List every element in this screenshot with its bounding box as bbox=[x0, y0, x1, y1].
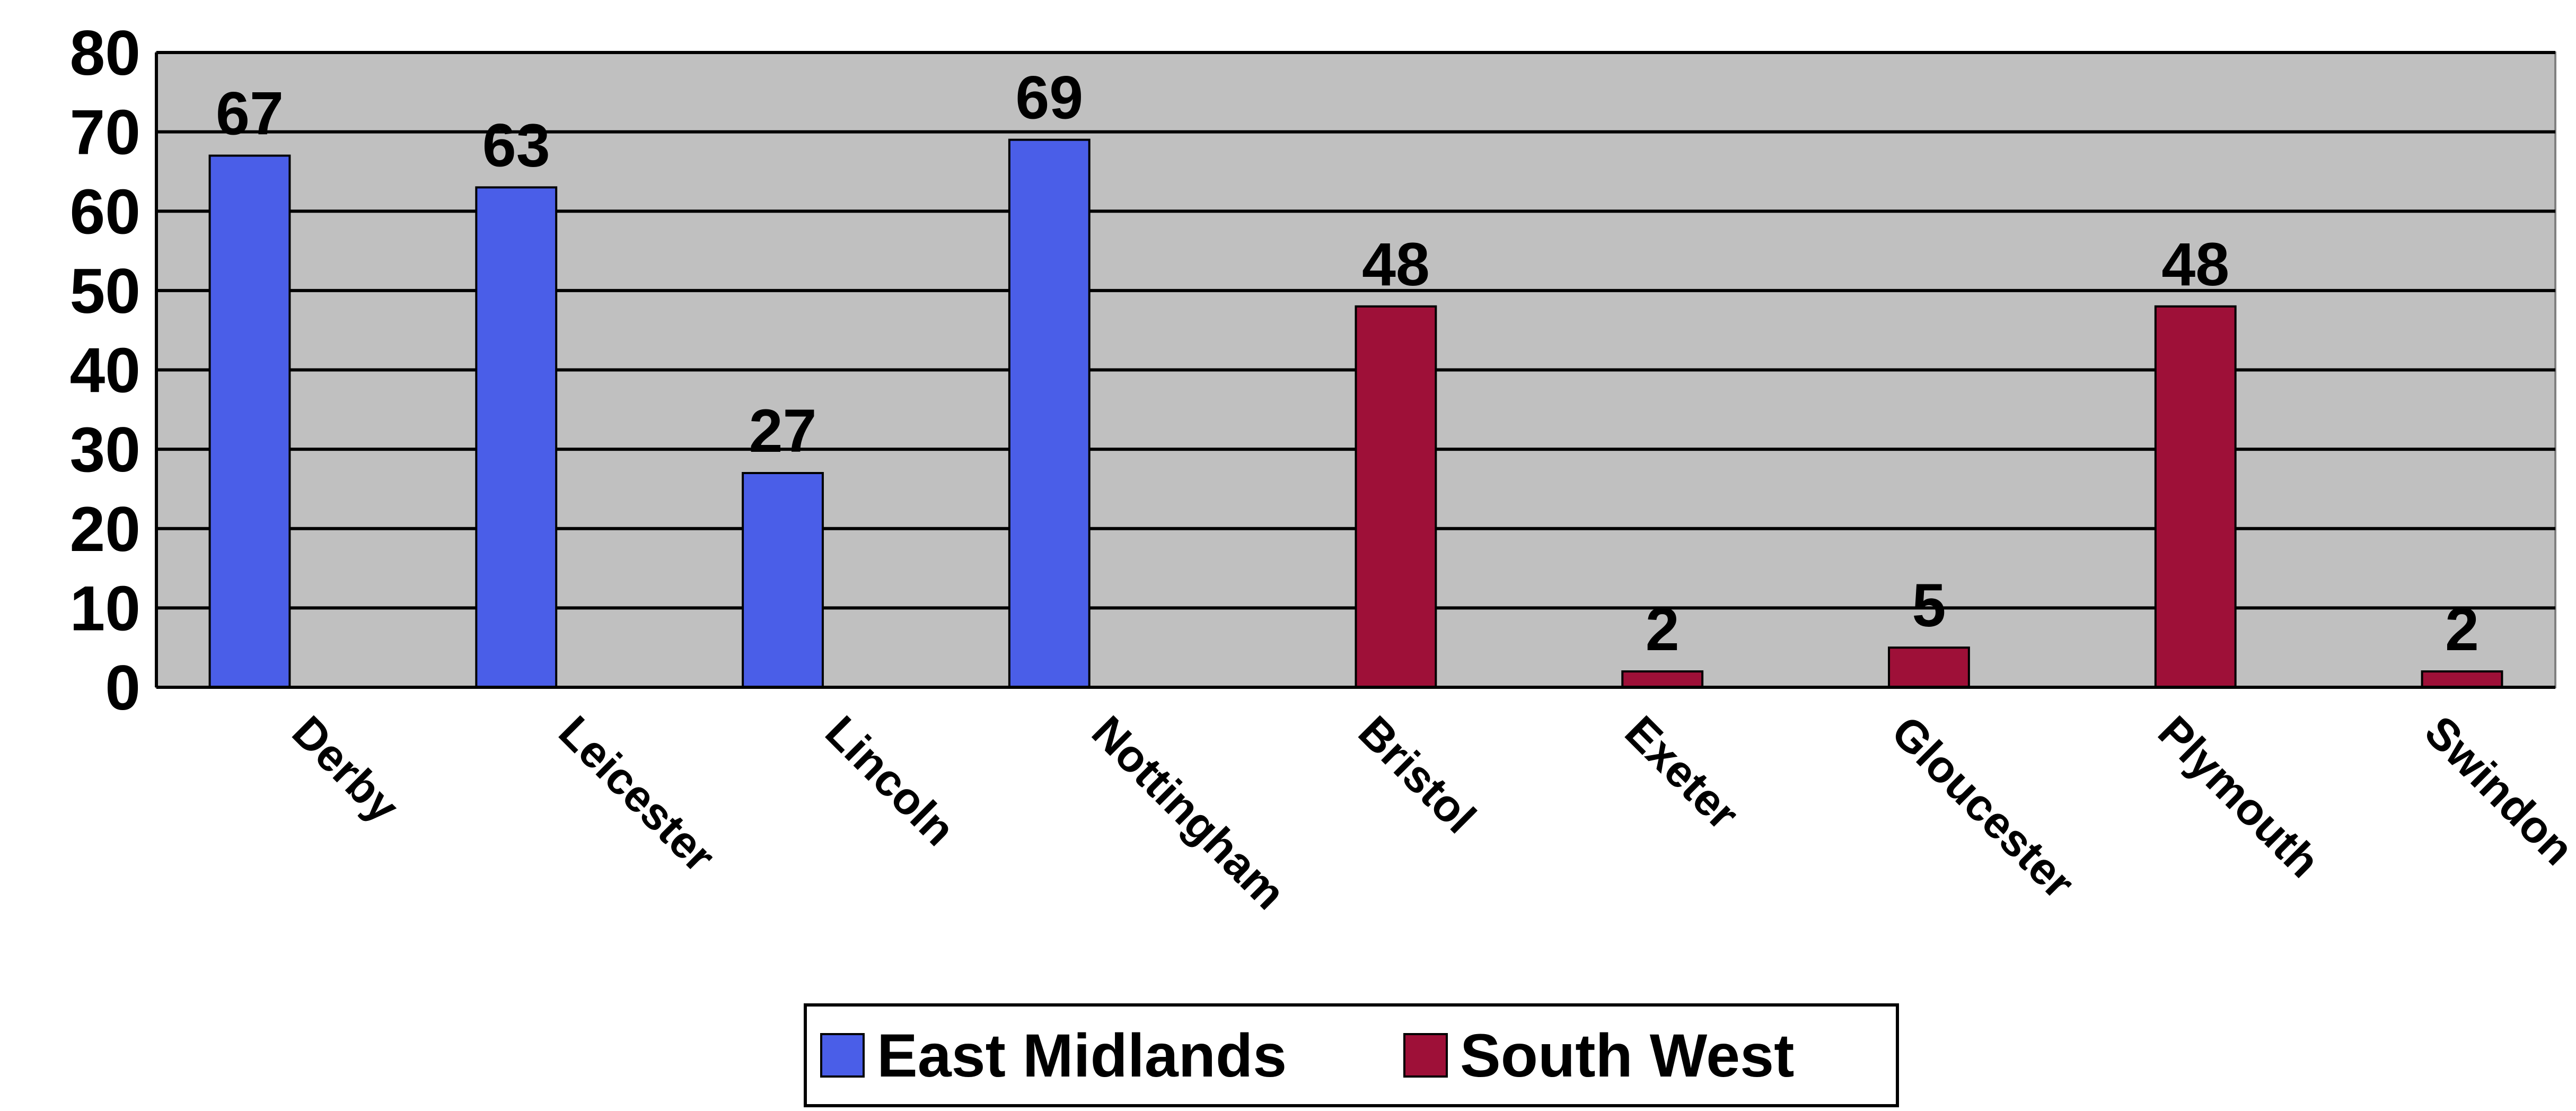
x-tick-label: Leicester bbox=[549, 706, 725, 882]
data-label: 48 bbox=[1362, 231, 1430, 299]
x-tick-label: Swindon bbox=[2415, 706, 2576, 875]
legend-box bbox=[804, 1003, 1899, 1107]
x-tick-label: Derby bbox=[283, 706, 409, 833]
legend-swatch bbox=[820, 1033, 865, 1078]
bar bbox=[2154, 305, 2237, 688]
data-label: 2 bbox=[1646, 596, 1680, 663]
x-tick-label: Lincoln bbox=[816, 706, 965, 855]
y-tick-label: 70 bbox=[70, 97, 140, 168]
legend-label: East Midlands bbox=[877, 1022, 1287, 1090]
data-label: 69 bbox=[1015, 64, 1083, 132]
legend-swatch bbox=[1403, 1033, 1448, 1078]
y-tick-label: 10 bbox=[70, 573, 140, 644]
x-tick-label: Gloucester bbox=[1882, 706, 2084, 908]
legend-label: South West bbox=[1460, 1022, 1794, 1090]
bar bbox=[742, 472, 824, 688]
data-label: 2 bbox=[2445, 596, 2479, 663]
bar bbox=[475, 186, 558, 688]
bar bbox=[1008, 138, 1091, 688]
y-tick-label: 0 bbox=[105, 652, 140, 723]
bar bbox=[2421, 670, 2503, 688]
data-label: 27 bbox=[749, 397, 817, 465]
x-tick-label: Exeter bbox=[1615, 706, 1748, 839]
x-tick-label: Nottingham bbox=[1082, 706, 1295, 919]
data-label: 5 bbox=[1912, 572, 1946, 640]
data-label: 67 bbox=[216, 80, 284, 148]
y-tick-label: 50 bbox=[70, 256, 140, 327]
bar bbox=[1888, 646, 1970, 688]
data-label: 63 bbox=[482, 111, 550, 179]
y-tick-label: 80 bbox=[70, 18, 140, 89]
y-tick-label: 30 bbox=[70, 414, 140, 485]
data-label: 48 bbox=[2161, 231, 2229, 299]
x-tick-label: Bristol bbox=[1349, 706, 1485, 843]
bar bbox=[1621, 670, 1704, 688]
y-tick-label: 20 bbox=[70, 494, 140, 565]
x-tick-label: Plymouth bbox=[2148, 706, 2329, 887]
bar bbox=[1355, 305, 1437, 688]
y-tick-label: 40 bbox=[70, 335, 140, 406]
bar bbox=[208, 154, 291, 688]
y-tick-label: 60 bbox=[70, 176, 140, 247]
